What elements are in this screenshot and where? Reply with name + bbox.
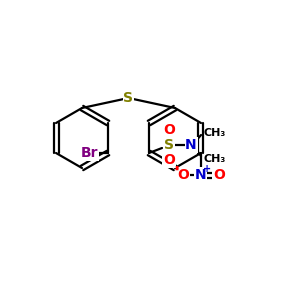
Text: O: O xyxy=(163,123,175,137)
Text: N: N xyxy=(185,138,197,152)
Text: ·: · xyxy=(173,160,179,178)
Text: N: N xyxy=(195,168,207,182)
Text: O: O xyxy=(177,168,189,182)
Text: Br: Br xyxy=(81,146,99,160)
Text: +: + xyxy=(203,164,211,174)
Text: CH₃: CH₃ xyxy=(203,154,225,164)
Text: O: O xyxy=(163,153,175,167)
Text: S: S xyxy=(124,91,134,105)
Text: O: O xyxy=(213,168,225,182)
Text: S: S xyxy=(164,138,174,152)
Text: -: - xyxy=(175,165,179,175)
Text: CH₃: CH₃ xyxy=(203,128,225,138)
